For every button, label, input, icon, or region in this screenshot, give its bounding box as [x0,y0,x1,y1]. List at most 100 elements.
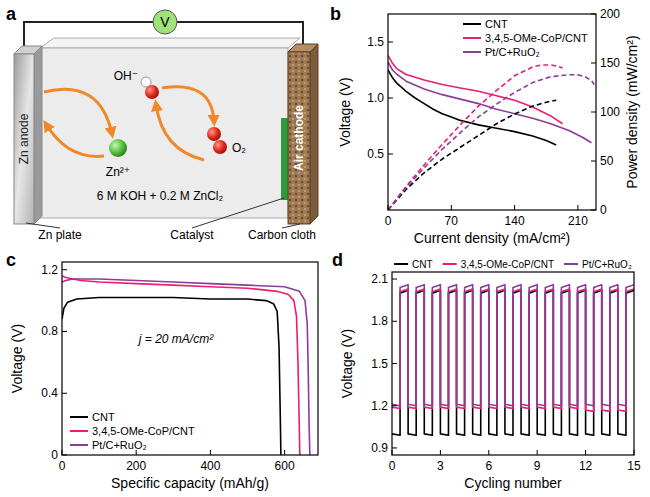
x-tick-label: 600 [275,459,295,473]
panel-letter: d [332,250,343,270]
y-tick [62,455,67,456]
legend-swatch [564,263,578,265]
y-tick-label: 1.5 [367,35,384,49]
y-tick-label: 0.4 [41,386,58,400]
callout-label: Catalyst [170,228,214,242]
figure: aVZn anodeAir cathodeZn²⁺OH⁻O₂6 M KOH + … [0,0,650,497]
legend-swatch [463,51,481,53]
legend-label: 3,4,5-OMe-CoP/CNT [485,32,588,44]
hydroxide-label: OH⁻ [114,69,138,83]
y-tick [62,269,67,270]
plot-frame [388,14,596,210]
chart-panel: d036912150.91.21.51.82.1Cycling numberVo… [332,250,641,491]
oxygen-atom [213,140,227,154]
y2-tick [591,14,596,15]
y-tick-label: 1.8 [371,314,388,328]
legend-label: Pt/C+RuO₂ [485,46,540,58]
legend: CNT 3,4,5-OMe-CoP/CNT Pt/C+RuO₂ [70,411,195,451]
panel-letter: b [330,4,341,24]
x-axis-title: Cycling number [464,475,562,491]
series-line [388,75,594,210]
y-axis-title: Voltage (V) [339,329,355,398]
x-tick-label: 200 [126,459,146,473]
air-cathode [288,52,310,224]
legend-label: Pt/C+RuO₂ [92,439,147,451]
x-tick-label: 6 [485,459,492,473]
x-tick [514,205,515,210]
series-line [62,298,281,455]
callout-label: Zn plate [38,228,82,242]
series-line [388,62,591,143]
x-tick [392,450,393,455]
panel-letter: c [6,250,16,270]
cathode-side [310,44,318,224]
x-tick-label: 0 [389,459,396,473]
x-tick-label: 70 [445,214,459,228]
y2-tick [591,210,596,211]
x-tick [537,450,538,455]
y-tick-label: 1.5 [371,357,388,371]
y-tick [392,321,397,322]
y-tick [392,363,397,364]
y-tick [392,447,397,448]
y-tick-label: 1.0 [367,91,384,105]
x-tick-label: 9 [534,459,541,473]
legend-label: CNT [485,18,508,30]
x-tick-label: 3 [437,459,444,473]
zn-anode [14,54,34,224]
x-tick-label: 400 [200,459,220,473]
x-axis-title: Current density (mA/cm²) [414,230,570,246]
x-tick-label: 210 [568,214,588,228]
y2-tick-label: 150 [600,56,620,70]
y-tick-label: 0 [51,448,58,462]
series-group [62,276,310,455]
y2-tick [591,63,596,64]
anode-side [34,46,42,224]
legend-label: Pt/C+RuO₂ [582,259,632,270]
y-tick-label: 0.9 [371,441,388,455]
oxygen-atom [145,85,159,99]
series-line [388,100,556,210]
y2-tick [591,161,596,162]
plot-frame [62,262,318,455]
y-tick [392,279,397,280]
oxygen-label: O₂ [232,141,246,155]
x-tick [210,450,211,455]
x-tick-label: 140 [505,214,525,228]
x-tick [284,450,285,455]
anode-label: Zn anode [17,113,31,164]
legend-label: 3,4,5-OMe-CoP/CNT [461,259,554,270]
zinc-ion [109,139,127,157]
series-line [388,65,563,210]
x-tick-label: 12 [579,459,593,473]
electrolyte-label: 6 M KOH + 0.2 M ZnCl₂ [97,189,224,203]
x-tick [488,450,489,455]
x-tick [388,205,389,210]
electrolyte-cell [40,48,288,218]
y-tick-label: 0.8 [41,324,58,338]
series-line [392,285,634,406]
legend-swatch [463,37,481,39]
plot-frame [392,272,634,455]
y2-tick-label: 200 [600,7,620,21]
chart-panel: c020040060000.40.81.2Specific capacity (… [6,250,318,491]
panel-letter: a [6,4,17,24]
reaction-arrow [156,104,204,160]
y-axis-title: Voltage (V) [9,324,25,393]
y-tick [388,154,393,155]
x-tick [62,450,63,455]
y-axis-title: Voltage (V) [337,77,353,146]
legend-swatch [70,416,88,418]
legend-label: 3,4,5-OMe-CoP/CNT [92,425,195,437]
voltmeter [153,10,177,34]
x-tick [440,450,441,455]
y-tick-label: 2.1 [371,272,388,286]
callout-label: Carbon cloth [248,228,316,242]
y-tick [62,331,67,332]
zinc-ion-label: Zn²⁺ [106,165,130,179]
voltmeter-label: V [160,14,170,30]
legend-label: CNT [92,411,115,423]
cell-top [40,38,300,48]
annotation: j = 20 mA/cm² [137,332,214,346]
chart-panel: b0701402100.51.01.5050100150200Current d… [330,4,640,246]
